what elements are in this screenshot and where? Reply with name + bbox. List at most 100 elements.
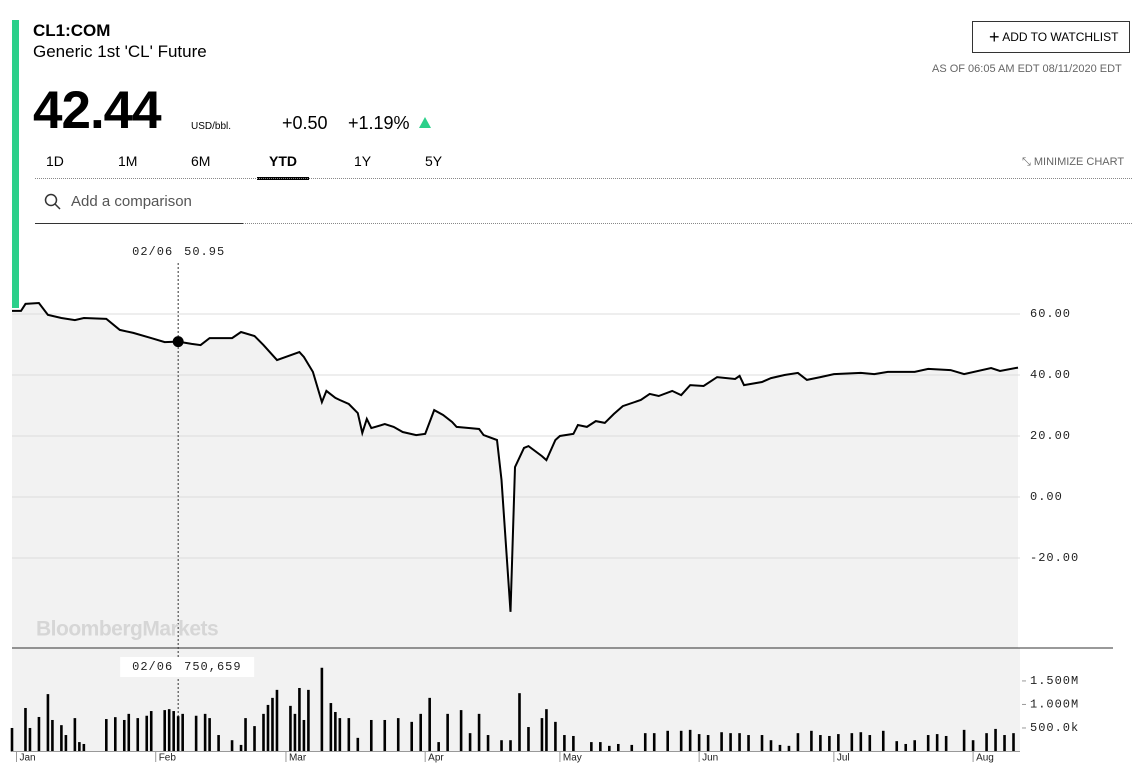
volume-bar xyxy=(163,710,166,752)
volume-bar xyxy=(320,667,324,752)
up-arrow xyxy=(419,117,431,128)
volume-bar xyxy=(369,719,373,752)
volume-bar xyxy=(720,732,723,752)
volume-bar xyxy=(935,734,939,752)
y-tick-label: -20.00 xyxy=(1030,551,1079,565)
volume-bar xyxy=(64,735,68,752)
tooltip-box xyxy=(120,242,237,262)
volume-bar xyxy=(410,721,414,752)
watchlist-label: ADD TO WATCHLIST xyxy=(1002,30,1119,44)
volume-bar xyxy=(113,717,117,752)
volume-bar xyxy=(652,733,656,752)
volume-bar xyxy=(819,735,822,752)
volume-bar xyxy=(334,711,337,752)
volume-bar xyxy=(769,740,773,752)
volume-bar xyxy=(738,733,741,752)
y-tick-label: 20.00 xyxy=(1030,429,1071,443)
volume-bar xyxy=(239,744,243,752)
x-tick-label: Feb xyxy=(159,753,177,764)
volume-bar xyxy=(329,703,333,752)
volume-bar xyxy=(643,733,647,752)
y-tick-label: 1.000M xyxy=(1030,698,1079,712)
volume-bar xyxy=(679,730,683,752)
volume-bar xyxy=(881,730,885,752)
volume-bar xyxy=(706,735,710,752)
volume-bar xyxy=(271,697,274,752)
x-tick-label: Mar xyxy=(289,753,307,764)
volume-bar xyxy=(837,734,840,752)
volume-bar xyxy=(127,713,131,752)
tooltip-date: 02/06 xyxy=(132,245,173,259)
volume-bar xyxy=(572,735,575,752)
volume-bar xyxy=(136,718,140,752)
range-tab[interactable]: YTD xyxy=(269,153,297,169)
volume-bar xyxy=(28,727,32,752)
volume-bar xyxy=(51,719,54,752)
comparison-rule xyxy=(243,223,1132,224)
tooltip-volume: 750,659 xyxy=(184,660,241,674)
volume-bar xyxy=(468,733,472,752)
minimize-chart[interactable]: ⤡ MINIMIZE CHART xyxy=(1022,156,1125,168)
range-tab[interactable]: 1D xyxy=(46,153,64,169)
volume-bar xyxy=(729,733,732,752)
price-line xyxy=(12,301,1019,612)
y-tick-label: 500.0k xyxy=(1030,721,1079,735)
volume-bar xyxy=(105,719,108,752)
volume-bar xyxy=(850,733,854,752)
volume-bar xyxy=(181,713,184,752)
volume-bar xyxy=(172,711,175,752)
volume-bar xyxy=(446,713,449,752)
price: 42.44 xyxy=(33,81,162,140)
volume-bar xyxy=(46,694,50,752)
volume-bar xyxy=(338,718,342,752)
minimize-label: MINIMIZE CHART xyxy=(1033,156,1125,168)
y-tick-label: 60.00 xyxy=(1030,307,1071,321)
volume-bar xyxy=(796,733,800,752)
watermark: BloombergMarkets xyxy=(36,618,218,641)
volume-bar xyxy=(262,713,265,752)
volume-bar xyxy=(985,733,988,752)
volume-bar xyxy=(293,713,297,752)
range-tab[interactable]: 1M xyxy=(118,153,138,169)
volume-bar xyxy=(828,735,831,752)
tooltip-box xyxy=(120,657,255,677)
volume-bar xyxy=(266,704,270,752)
range-tab[interactable]: 6M xyxy=(191,153,211,169)
volume-bar xyxy=(859,732,863,752)
volume-bar xyxy=(608,745,611,752)
tooltip-price: 50.95 xyxy=(184,245,225,259)
volume-bar xyxy=(298,687,301,752)
volume-bar xyxy=(24,707,27,752)
volume-bar xyxy=(787,745,791,752)
volume-bar xyxy=(244,718,247,752)
volume-bar xyxy=(419,713,422,752)
volume-bar xyxy=(563,735,566,752)
y-tick-label: 40.00 xyxy=(1030,368,1071,382)
volume-bar xyxy=(913,740,917,752)
watchlist-button[interactable]: + ADD TO WATCHLIST xyxy=(972,21,1130,53)
volume-bar xyxy=(994,728,997,752)
volume-bar xyxy=(230,740,234,752)
tab-rule xyxy=(35,178,1132,179)
unit: USD/bbl. xyxy=(191,121,232,132)
volume-bar xyxy=(122,719,126,752)
y-tick-label: 1.500M xyxy=(1030,674,1079,688)
volume-bar xyxy=(302,719,306,752)
volume-bar xyxy=(253,726,256,752)
volume-bar xyxy=(396,718,400,752)
volume-bar xyxy=(347,718,351,752)
volume-bar xyxy=(599,742,602,752)
volume-bar xyxy=(971,740,975,752)
comparison-input[interactable]: Add a comparison xyxy=(35,186,243,224)
volume-bar xyxy=(208,718,211,752)
crosshair-dot xyxy=(172,336,184,348)
tooltip-date: 02/06 xyxy=(132,660,173,674)
range-tab[interactable]: 5Y xyxy=(425,153,443,169)
range-tab[interactable]: 1Y xyxy=(354,153,372,169)
x-tick-label: Jan xyxy=(19,753,35,764)
volume-bar xyxy=(554,721,557,752)
change-percent: +1.19% xyxy=(348,113,410,133)
search-icon xyxy=(44,193,61,210)
y-tick-label: 0.00 xyxy=(1030,490,1063,504)
